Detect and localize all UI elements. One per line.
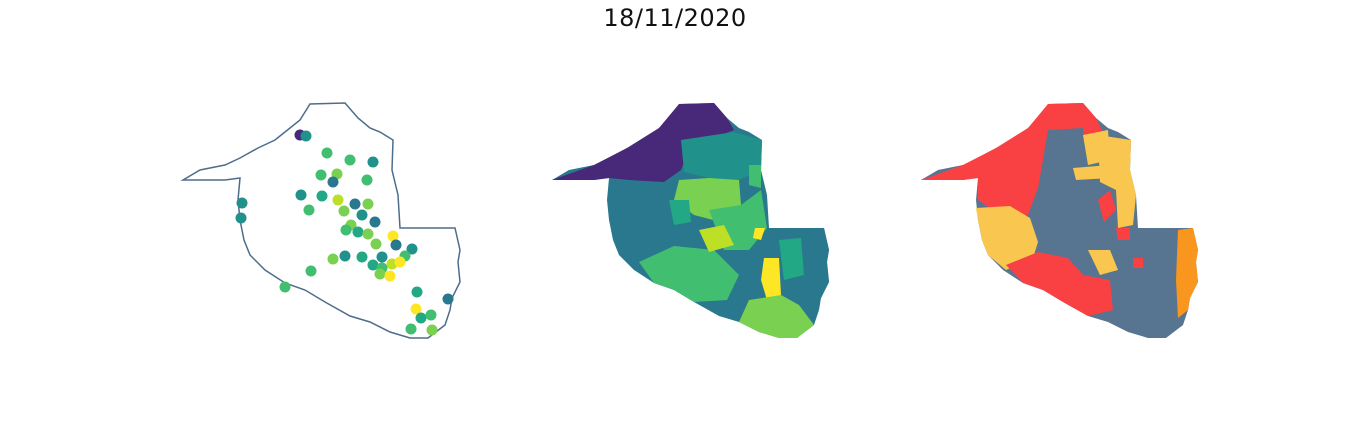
- map-point: [369, 216, 381, 228]
- map-point: [305, 265, 317, 277]
- map-point: [315, 169, 327, 181]
- map-point: [361, 174, 373, 186]
- map-point: [338, 205, 350, 217]
- risk-mid-red: [1098, 190, 1116, 222]
- map-point: [356, 209, 368, 221]
- risk-south-red: [1006, 252, 1113, 316]
- map-point: [235, 212, 247, 224]
- points-layer: [235, 129, 454, 336]
- map-point: [426, 324, 438, 336]
- map-point: [332, 194, 344, 206]
- risk-top-yellow: [1083, 130, 1110, 165]
- map-point: [411, 286, 423, 298]
- risk-center-red: [1116, 228, 1130, 240]
- map-point: [425, 309, 437, 321]
- page-title: 18/11/2020: [603, 4, 747, 32]
- map-point: [410, 303, 422, 315]
- map-point: [279, 281, 291, 293]
- map-point: [374, 268, 386, 280]
- risk-small-yellow: [1073, 165, 1110, 180]
- map-point: [442, 293, 454, 305]
- map-point: [390, 239, 402, 251]
- region-sw: [639, 246, 739, 302]
- map-point: [370, 238, 382, 250]
- map-point: [415, 312, 427, 324]
- map-point: [316, 190, 328, 202]
- region-east: [799, 228, 829, 300]
- region-yellow-2: [753, 228, 765, 240]
- map-point: [406, 243, 418, 255]
- map-point: [367, 259, 379, 271]
- map-point: [362, 198, 374, 210]
- map-point: [394, 256, 406, 268]
- map-point: [376, 251, 388, 263]
- region-east-inner: [779, 238, 804, 280]
- region-mid-teal: [669, 200, 691, 225]
- map-point: [321, 147, 333, 159]
- region-ne: [681, 132, 762, 180]
- map-point: [327, 253, 339, 265]
- map-point: [236, 197, 248, 209]
- map-point: [339, 250, 351, 262]
- risk-east-orange: [1176, 228, 1198, 318]
- map-point: [295, 189, 307, 201]
- risk-center-yellow: [1088, 250, 1118, 275]
- map-point: [303, 204, 315, 216]
- region-mid-green: [699, 225, 734, 252]
- risk-small-red: [1133, 258, 1143, 268]
- region-se: [739, 295, 814, 338]
- risk-west-yellow: [976, 206, 1038, 270]
- map-point: [300, 130, 312, 142]
- map-point: [362, 228, 374, 240]
- region-small-1: [724, 158, 741, 172]
- map-point: [367, 156, 379, 168]
- risk-north-slate: [1043, 128, 1084, 170]
- map-point: [340, 224, 352, 236]
- map-point: [384, 270, 396, 282]
- map-point: [327, 176, 339, 188]
- map-point: [356, 251, 368, 263]
- map-point: [352, 226, 364, 238]
- region-north: [552, 103, 734, 182]
- map-point: [344, 154, 356, 166]
- map-point: [349, 198, 361, 210]
- map-point: [405, 323, 417, 335]
- region-small-2: [749, 165, 761, 188]
- region-yellow-1: [761, 258, 781, 300]
- map-point: [387, 230, 399, 242]
